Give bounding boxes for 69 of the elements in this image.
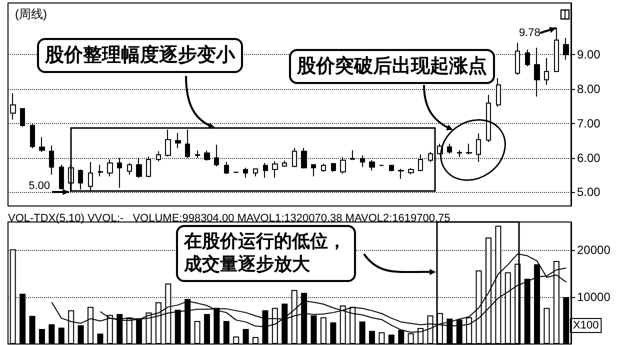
candlestick [175,132,181,149]
candlestick [563,37,569,60]
candlestick [146,156,151,178]
candlestick [350,150,355,160]
candlestick [466,143,472,155]
annotation: 股价突破后出现起涨点 [289,49,495,84]
candlestick [554,27,559,72]
candlestick [253,168,258,177]
candlestick [360,154,365,168]
candlestick [379,164,384,167]
candlestick [214,144,219,167]
candlestick [263,162,268,178]
candlestick [98,164,103,177]
candlestick [272,160,278,178]
chart-title: VOL-TDX(5,10) VVOL:- VOLUME:998304.00 MAVOL1:1320070.38 MAVOL2:1619700.75 [8,212,450,224]
candlestick [428,151,433,162]
y-axis-title: X100 [573,320,599,332]
candlestick [243,167,248,178]
annotation: 股价整理幅度逐步变小 [37,38,243,73]
candlestick [301,147,307,169]
candlestick [30,124,35,149]
candlestick [195,150,200,158]
annotation: 9.78 [519,27,540,39]
candlestick [544,58,549,86]
candlestick [525,48,530,67]
candlestick [20,108,25,128]
candlestick [389,164,394,172]
candlestick [107,159,113,177]
candlestick [165,129,171,157]
candlestick [534,47,540,98]
candlestick [311,164,316,177]
candlestick [136,157,142,178]
candlestick [117,157,122,188]
y-tick-label: 10000 [577,290,611,304]
candlestick [39,136,45,152]
candlestick [418,154,423,172]
annotation: 在股价运行的低位，成交量逐步放大 [176,225,356,282]
y-tick-label: 8.00 [577,82,601,96]
candlestick [59,164,64,190]
candlestick [127,162,132,176]
y-tick-label: 20000 [577,243,611,258]
candlestick [457,150,462,158]
candlestick [10,92,16,120]
candlestick [496,78,501,108]
candlestick [340,156,346,174]
y-tick-label: 5.00 [577,185,601,200]
annotation: 5.00 [28,180,50,192]
candlestick [369,160,375,172]
y-tick-label: 6.00 [577,150,601,165]
candlestick [447,143,452,154]
candlestick [398,168,404,180]
candlestick [292,147,297,168]
candlestick [282,160,287,168]
candlestick [78,169,83,190]
candlestick [49,144,54,176]
y-tick-label: 9.00 [577,48,601,62]
candlestick [88,161,93,192]
chart-title: (周线) [15,7,47,21]
candlestick [515,42,520,76]
candlestick [156,150,161,162]
candlestick [486,94,491,143]
candlestick [476,132,481,162]
candlestick [321,163,326,172]
candlestick [204,150,210,162]
candlestick [185,129,190,158]
candlestick [331,162,336,172]
y-tick-label: 7.00 [577,116,601,130]
candlestick [224,161,229,174]
candlestick [408,168,414,175]
